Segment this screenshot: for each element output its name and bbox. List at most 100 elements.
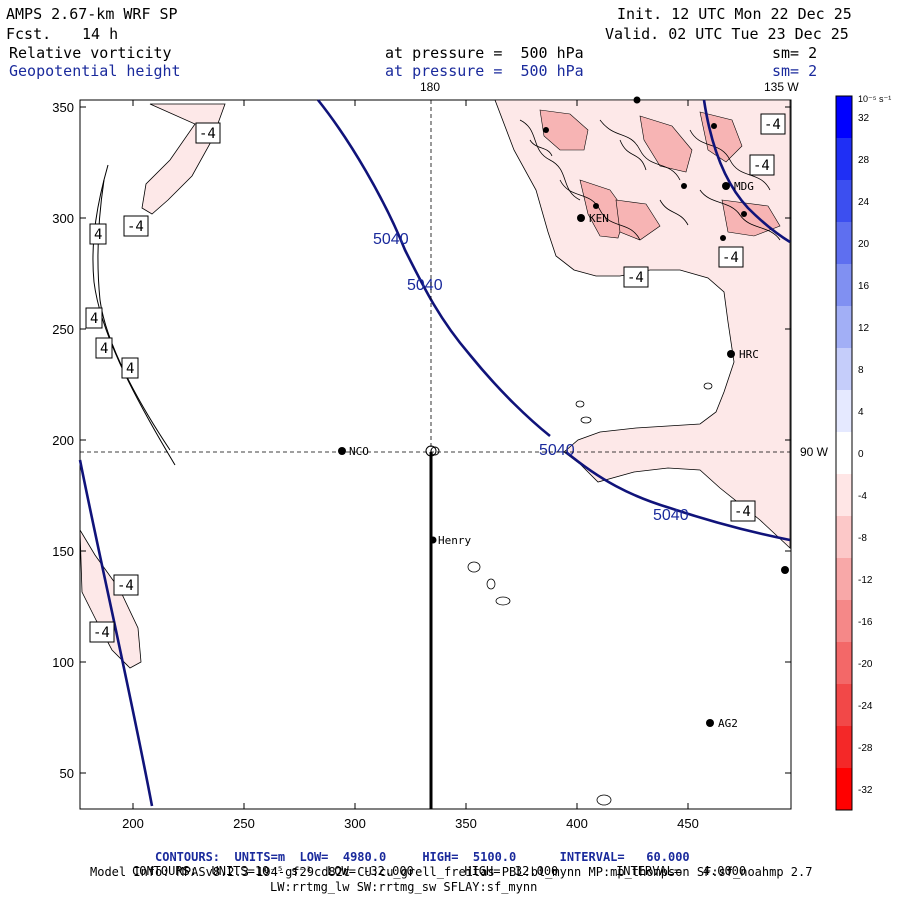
vort-label-3: -4 [764, 117, 781, 133]
station-henry: Henry [438, 534, 471, 547]
height-label-2: 5040 [407, 277, 443, 294]
colorbar-tick-label: 28 [858, 155, 870, 166]
colorbar: 10⁻⁵ s⁻¹ 32 28 24 20 16 12 8 4 0 -4 -8 -12 -16 -20 -24… [835, 94, 891, 811]
colorbar-tick-label: 12 [858, 323, 870, 334]
height-contour-labels: 5040 5040 5040 5040 [373, 231, 689, 524]
axis-ticks [80, 100, 791, 809]
lon-135w-label: 135 W [764, 80, 799, 94]
vort-pos-label-3: 4 [100, 341, 108, 357]
vort-label-2: -4 [127, 219, 144, 235]
vort-pos-label-2: 4 [90, 311, 98, 327]
colorbar-swatch [836, 306, 852, 349]
vort-label-9: -4 [93, 625, 110, 641]
vorticity-contours-positive [92, 164, 176, 466]
forecast-label: Fcst. [6, 25, 52, 43]
colorbar-swatch [836, 96, 852, 139]
vorticity-small-blobs [467, 382, 713, 806]
x-tick-labels: 200 250 300 350 400 450 [122, 816, 699, 831]
svg-text:450: 450 [677, 816, 699, 831]
graticule-lines [80, 100, 790, 453]
field1-name: Relative vorticity [9, 44, 172, 62]
colorbar-tick-label: -24 [858, 701, 873, 712]
svg-text:200: 200 [52, 433, 74, 448]
vort-region-ne [494, 99, 791, 549]
station-mdg: MDG [734, 180, 754, 193]
footer-contours-2: CONTOURS: UNITS=10⁻⁵ s⁻¹ LOW= -32.000 HI… [132, 864, 747, 878]
colorbar-swatch [836, 180, 852, 223]
pole-marker [425, 445, 440, 457]
colorbar-swatch [836, 768, 852, 811]
y-tick-labels: 350 300 250 200 150 100 50 [52, 100, 74, 781]
forecast-hour: 14 h [82, 25, 119, 43]
colorbar-swatch [836, 222, 852, 265]
height-label-4: 5040 [653, 507, 689, 524]
field1-level: at pressure = 500 hPa [385, 44, 584, 62]
colorbar-tick-label: -28 [858, 743, 873, 754]
svg-text:150: 150 [52, 544, 74, 559]
valid-time: Valid. 02 UTC Tue 23 Dec 25 [605, 25, 849, 43]
colorbar-tick-label: -8 [858, 533, 867, 544]
vorticity-shading-strong [539, 109, 781, 241]
svg-text:300: 300 [52, 211, 74, 226]
svg-text:250: 250 [52, 322, 74, 337]
height-contours [78, 99, 791, 807]
field2-level: at pressure = 500 hPa [385, 62, 584, 80]
colorbar-swatch [836, 516, 852, 559]
colorbar-tick-label: -32 [858, 785, 873, 796]
vorticity-labels-negative: -4 -4 -4 -4 -4 -4 -4 -4 -4 [89, 113, 786, 643]
station-ag2: AG2 [718, 717, 738, 730]
svg-text:300: 300 [344, 816, 366, 831]
height-contour-east [565, 450, 791, 542]
svg-text:250: 250 [233, 816, 255, 831]
svg-text:50: 50 [60, 766, 74, 781]
footer-model-info-2: LW:rrtmg_lw SW:rrtmg_sw SFLAY:sf_mynn [270, 880, 538, 894]
height-contour-west [78, 459, 154, 807]
vorticity-contours-ne [519, 119, 781, 241]
height-label-3: 5040 [539, 442, 575, 459]
vort-label-1: -4 [199, 126, 216, 142]
colorbar-tick-label: -16 [858, 617, 873, 628]
svg-text:100: 100 [52, 655, 74, 670]
field2-smoothing: sm= 2 [772, 62, 818, 80]
svg-text:350: 350 [455, 816, 477, 831]
footer-model-info: Model Info: MPASv8.2.3-194-gf29cd82c CU:… [90, 865, 813, 879]
colorbar-tick-label: 0 [858, 449, 864, 460]
model-title: AMPS 2.67-km WRF SP [6, 5, 178, 23]
height-contour-center [316, 99, 551, 438]
colorbar-tick-label: 20 [858, 239, 870, 250]
lon-90w-label: 90 W [800, 445, 829, 459]
colorbar-swatch [836, 600, 852, 643]
colorbar-tick-labels: 32 28 24 20 16 12 8 4 0 -4 -8 -12 -16 -20 -24 -28 -32 [858, 113, 873, 796]
colorbar-tick-label: -20 [858, 659, 873, 670]
lon-180-label: 180 [420, 80, 440, 94]
colorbar-tick-label: 16 [858, 281, 870, 292]
vort-pos-label-4: 4 [126, 361, 134, 377]
field2-name: Geopotential height [9, 62, 181, 80]
colorbar-tick-label: 32 [858, 113, 870, 124]
colorbar-swatch [836, 726, 852, 769]
colorbar-tick-label: 8 [858, 365, 864, 376]
colorbar-swatches [836, 96, 852, 811]
height-contour-ne [702, 99, 791, 244]
vort-pos-label-1: 4 [94, 227, 102, 243]
colorbar-tick-label: -4 [858, 491, 867, 502]
vort-label-7: -4 [734, 504, 751, 520]
svg-text:350: 350 [52, 100, 74, 115]
colorbar-swatch [836, 432, 852, 475]
stations: NCO Henry KEN HRC AG2 MDG [338, 96, 789, 730]
colorbar-swatch [836, 390, 852, 433]
field1-smoothing: sm= 2 [772, 44, 818, 62]
longitude-labels: 180 135 W 90 W [420, 80, 829, 459]
colorbar-swatch [836, 264, 852, 307]
colorbar-swatch [836, 474, 852, 517]
vort-label-6: -4 [627, 270, 644, 286]
colorbar-swatch [836, 642, 852, 685]
station-ken: KEN [589, 212, 609, 225]
station-hrc: HRC [739, 348, 759, 361]
svg-text:400: 400 [566, 816, 588, 831]
colorbar-swatch [836, 348, 852, 391]
footer-contours-1: CONTOURS: UNITS=m LOW= 4980.0 HIGH= 5100… [155, 850, 690, 864]
svg-text:200: 200 [122, 816, 144, 831]
vorticity-labels-positive: 4 4 4 4 [85, 223, 139, 379]
colorbar-unit: 10⁻⁵ s⁻¹ [858, 94, 891, 104]
